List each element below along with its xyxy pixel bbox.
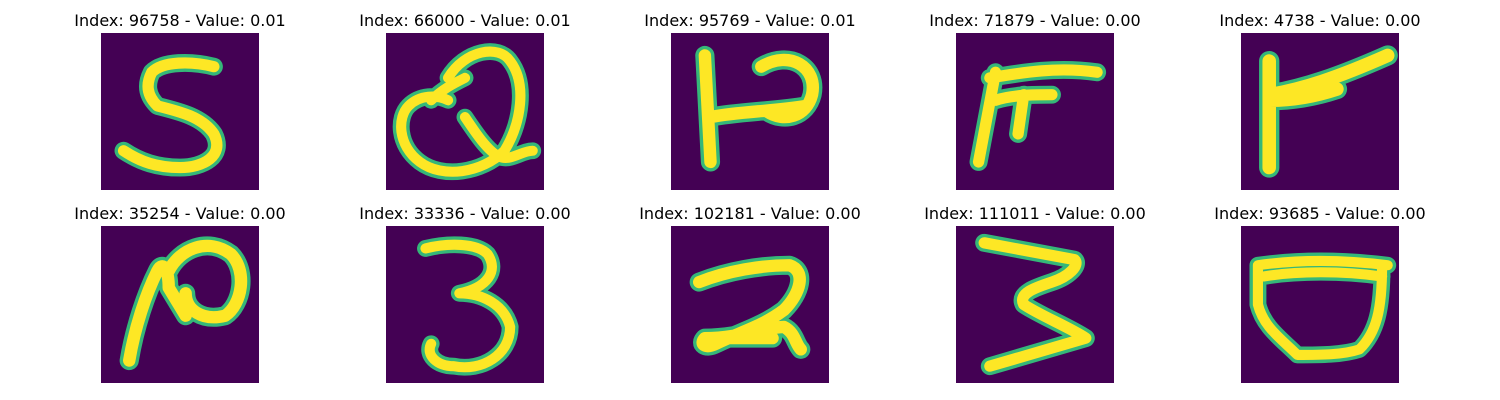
digit-5-icon: [101, 33, 259, 190]
letter-p-icon: [671, 33, 829, 190]
sample-title: Index: 93685 - Value: 0.00: [1214, 204, 1426, 223]
letter-q-icon: [386, 33, 544, 190]
sample-panel-7: Index: 33336 - Value: 0.00: [335, 204, 595, 384]
sample-panel-9: Index: 111011 - Value: 0.00: [905, 204, 1165, 384]
sample-panel-1: Index: 96758 - Value: 0.01: [50, 11, 310, 191]
pi-shape-icon: [956, 33, 1114, 190]
digit-3-icon: [386, 226, 544, 383]
sample-panel-2: Index: 66000 - Value: 0.01: [335, 11, 595, 191]
sample-title: Index: 33336 - Value: 0.00: [359, 204, 571, 223]
sample-title: Index: 111011 - Value: 0.00: [924, 204, 1146, 223]
cup-shape-icon: [1241, 226, 1399, 383]
sample-title: Index: 66000 - Value: 0.01: [359, 11, 571, 30]
digit-3-angular-icon: [956, 226, 1114, 383]
letter-n-icon: [101, 226, 259, 383]
sample-panel-5: Index: 4738 - Value: 0.00: [1190, 11, 1450, 191]
sample-title: Index: 35254 - Value: 0.00: [74, 204, 286, 223]
sample-panel-6: Index: 35254 - Value: 0.00: [50, 204, 310, 384]
sample-panel-10: Index: 93685 - Value: 0.00: [1190, 204, 1450, 384]
sample-title: Index: 4738 - Value: 0.00: [1219, 11, 1421, 30]
sample-panel-8: Index: 102181 - Value: 0.00: [620, 204, 880, 384]
digit-2-icon: [671, 226, 829, 383]
sample-title: Index: 71879 - Value: 0.00: [929, 11, 1141, 30]
sample-title: Index: 95769 - Value: 0.01: [644, 11, 856, 30]
letter-r-icon: [1241, 33, 1399, 190]
sample-panel-3: Index: 95769 - Value: 0.01: [620, 11, 880, 191]
sample-title: Index: 96758 - Value: 0.01: [74, 11, 286, 30]
sample-panel-4: Index: 71879 - Value: 0.00: [905, 11, 1165, 191]
sample-title: Index: 102181 - Value: 0.00: [639, 204, 861, 223]
